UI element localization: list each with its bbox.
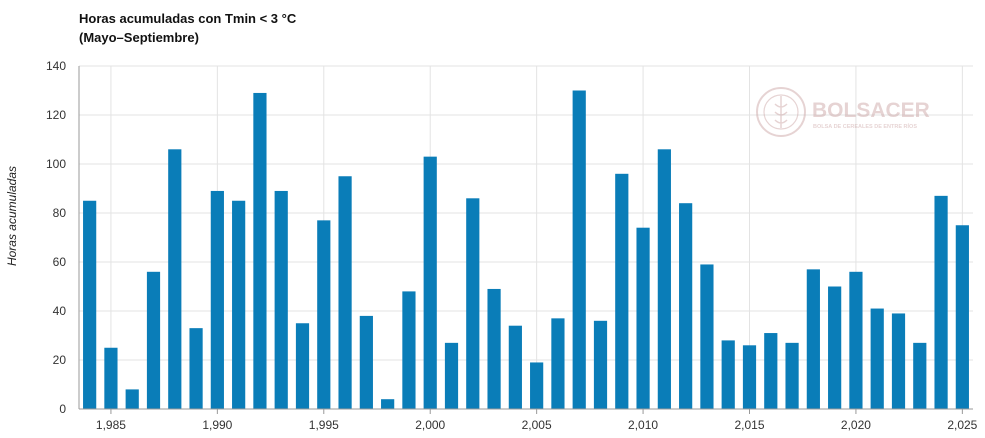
bar-1998 bbox=[381, 399, 395, 409]
bar-2016 bbox=[764, 333, 778, 409]
bar-2018 bbox=[806, 269, 820, 409]
x-tick-label: 2,010 bbox=[628, 418, 658, 432]
bar-2021 bbox=[870, 308, 884, 409]
bar-2005 bbox=[530, 362, 544, 409]
bar-1994 bbox=[295, 323, 310, 409]
bar-2003 bbox=[487, 288, 501, 409]
y-tick-label: 140 bbox=[46, 59, 66, 73]
bar-1985 bbox=[104, 347, 118, 409]
bar-2011 bbox=[657, 149, 671, 410]
bar-2008 bbox=[593, 320, 608, 409]
bar-1995 bbox=[317, 220, 331, 409]
bar-2017 bbox=[785, 342, 799, 409]
y-tick-label: 0 bbox=[59, 402, 66, 416]
watermark-circle-icon bbox=[756, 87, 806, 137]
x-tick-label: 1,995 bbox=[309, 418, 339, 432]
y-axis-label: Horas acumuladas bbox=[5, 166, 19, 266]
bar-1997 bbox=[359, 315, 373, 409]
bar-2002 bbox=[466, 198, 480, 409]
watermark-tagline: BOLSA DE CEREALES DE ENTRE RÍOS bbox=[813, 122, 917, 130]
y-tick-label: 100 bbox=[46, 157, 66, 171]
bar-2010 bbox=[636, 227, 650, 409]
bar-2006 bbox=[551, 318, 565, 409]
bar-2009 bbox=[615, 173, 629, 409]
bar-1990 bbox=[210, 190, 224, 409]
bar-2019 bbox=[828, 286, 842, 409]
x-tick-label: 1,985 bbox=[96, 418, 126, 432]
bar-2025 bbox=[955, 225, 969, 409]
bar-series bbox=[83, 90, 969, 410]
bar-1992 bbox=[253, 92, 267, 409]
bar-1984 bbox=[83, 200, 97, 409]
bar-2015 bbox=[742, 345, 757, 409]
bar-2024 bbox=[934, 195, 948, 409]
watermark-brand: BOLSACER bbox=[812, 99, 930, 122]
bar-2001 bbox=[444, 342, 459, 409]
chart-title-block: Horas acumuladas con Tmin < 3 °C (Mayo–S… bbox=[79, 9, 296, 47]
x-tick-label: 2,020 bbox=[841, 418, 871, 432]
y-tick-label: 120 bbox=[46, 108, 66, 122]
x-tick-label: 2,025 bbox=[947, 418, 977, 432]
y-tick-label: 80 bbox=[53, 206, 67, 220]
x-tick-label: 2,005 bbox=[522, 418, 552, 432]
bar-2007 bbox=[572, 90, 586, 409]
wheat-icon bbox=[774, 96, 788, 128]
bar-1987 bbox=[146, 271, 161, 409]
axes: 0 20 40 60 80 100 120 140 1,985 1,990 1,995 2,000 2,… bbox=[46, 59, 978, 432]
bar-2022 bbox=[891, 313, 906, 409]
x-tick-label: 2,000 bbox=[415, 418, 445, 432]
watermark-logo: BOLSACER BOLSA DE CEREALES DE ENTRE RÍOS bbox=[756, 87, 930, 137]
bar-1993 bbox=[274, 190, 288, 409]
bar-1989 bbox=[189, 328, 203, 409]
bar-1988 bbox=[168, 149, 182, 410]
y-tick-label: 40 bbox=[53, 304, 67, 318]
x-tick-label: 2,015 bbox=[734, 418, 764, 432]
bar-2014 bbox=[721, 340, 735, 409]
bar-2000 bbox=[423, 156, 437, 409]
chart-title: Horas acumuladas con Tmin < 3 °C bbox=[79, 11, 297, 26]
bar-1991 bbox=[232, 200, 246, 409]
bar-1986 bbox=[125, 389, 139, 409]
y-tick-label: 20 bbox=[53, 353, 67, 367]
x-tick-label: 1,990 bbox=[202, 418, 232, 432]
y-tick-label: 60 bbox=[53, 255, 67, 269]
chart-subtitle: (Mayo–Septiembre) bbox=[79, 30, 199, 45]
bar-2004 bbox=[508, 325, 522, 409]
bar-2013 bbox=[700, 264, 714, 409]
bar-2023 bbox=[913, 342, 927, 409]
watermark-inner-circle-icon bbox=[763, 94, 799, 130]
bar-1996 bbox=[338, 176, 352, 409]
bar-2020 bbox=[849, 271, 863, 409]
bar-2012 bbox=[679, 203, 693, 409]
bar-1999 bbox=[402, 291, 416, 409]
